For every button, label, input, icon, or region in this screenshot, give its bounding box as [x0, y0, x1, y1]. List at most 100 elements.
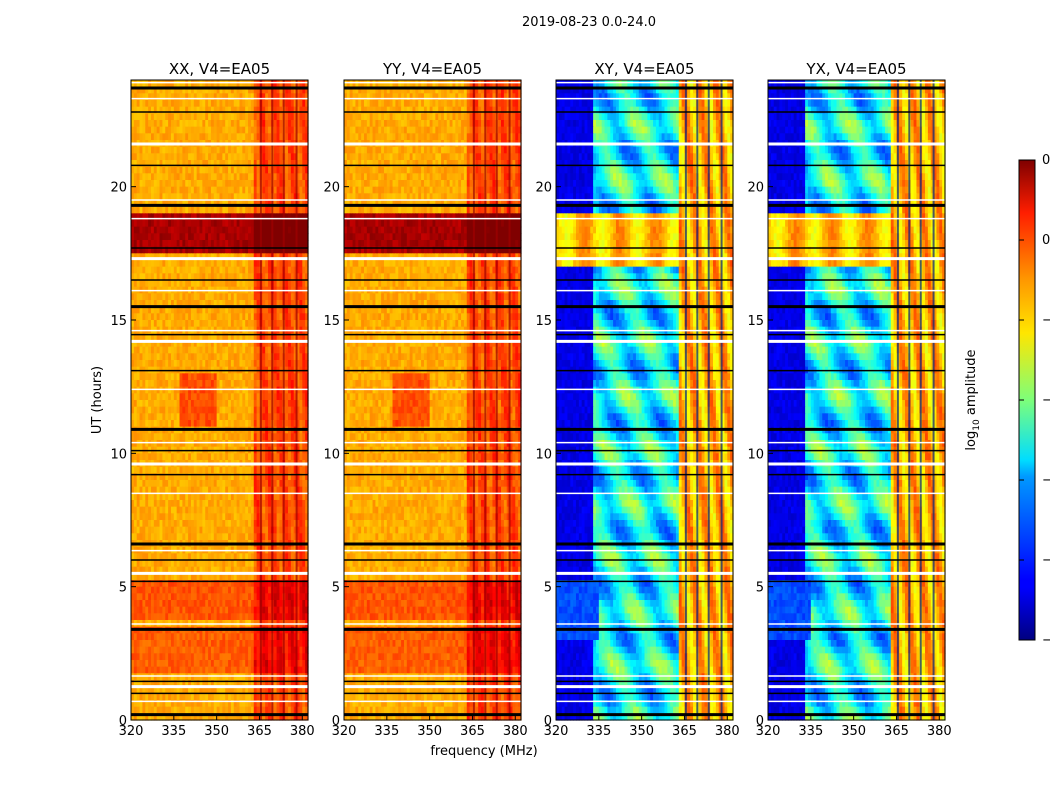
heatmap-cell [285, 220, 289, 228]
heatmap-cell [213, 173, 218, 181]
heatmap-cell [179, 133, 183, 141]
heatmap-cell [262, 360, 266, 368]
heatmap-cell [265, 120, 269, 128]
heatmap-cell [156, 466, 161, 474]
heatmap-cell [256, 193, 261, 201]
heatmap-cell [193, 340, 198, 348]
heatmap-cell [242, 360, 246, 368]
heatmap-cell [176, 386, 181, 394]
heatmap-cell [253, 386, 258, 394]
heatmap-cell [156, 273, 161, 281]
heatmap-cell [176, 120, 181, 128]
heatmap-cell [136, 200, 141, 208]
heatmap-cell [236, 313, 241, 321]
heatmap-cell [188, 453, 192, 461]
heatmap-cell [219, 193, 223, 201]
heatmap-cell [228, 200, 232, 208]
heatmap-cell [142, 300, 146, 308]
heatmap-cell [225, 506, 229, 514]
heatmap-cell [176, 106, 181, 114]
heatmap-cell [170, 106, 175, 114]
heatmap-cell [256, 380, 261, 388]
heatmap-cell [225, 280, 229, 288]
heatmap-cell [268, 160, 272, 168]
heatmap-cell [216, 333, 221, 341]
heatmap-cell [262, 193, 266, 201]
heatmap-cell [208, 320, 212, 328]
heatmap-cell [288, 393, 292, 401]
heatmap-cell [219, 213, 223, 221]
heatmap-cell [136, 393, 141, 401]
heatmap-cell [245, 413, 249, 421]
heatmap-cell [176, 126, 181, 134]
heatmap-cell [239, 380, 243, 388]
heatmap-cell [288, 106, 292, 114]
heatmap-cell [299, 500, 303, 508]
heatmap-cell [213, 153, 218, 161]
heatmap-cell [299, 466, 303, 474]
heatmap-cell [133, 220, 138, 228]
heatmap-cell [179, 186, 183, 194]
heatmap-cell [148, 493, 152, 501]
heatmap-cell [199, 193, 203, 201]
heatmap-cell [296, 266, 301, 274]
heatmap-cell [293, 386, 298, 394]
heatmap-cell [245, 153, 249, 161]
heatmap-cell [142, 193, 146, 201]
heatmap-cell [190, 246, 195, 254]
heatmap-cell [156, 240, 161, 248]
heatmap-cell [170, 413, 175, 421]
heatmap-cell [245, 440, 249, 448]
heatmap-cell [156, 80, 161, 88]
heatmap-cell [165, 100, 169, 108]
heatmap-cell [193, 373, 198, 381]
heatmap-cell [205, 513, 209, 521]
heatmap-cell [153, 213, 158, 221]
heatmap-cell [145, 333, 149, 341]
heatmap-cell [176, 180, 181, 188]
heatmap-cell [196, 240, 201, 248]
heatmap-cell [159, 220, 163, 228]
heatmap-cell [188, 126, 192, 134]
heatmap-cell [279, 273, 283, 281]
heatmap-cell [219, 466, 223, 474]
heatmap-cell [222, 160, 226, 168]
heatmap-cell [279, 313, 283, 321]
heatmap-cell [268, 346, 272, 354]
heatmap-cell [145, 80, 149, 88]
heatmap-cell [219, 253, 223, 261]
heatmap-cell [162, 273, 166, 281]
heatmap-cell [276, 106, 281, 114]
heatmap-cell [299, 306, 303, 314]
heatmap-cell [305, 506, 309, 514]
heatmap-cell [288, 333, 292, 341]
heatmap-cell [245, 213, 249, 221]
heatmap-cell [131, 480, 135, 488]
heatmap-cell [285, 100, 289, 108]
heatmap-cell [145, 86, 149, 94]
heatmap-cell [131, 173, 135, 181]
heatmap-cell [168, 440, 172, 448]
heatmap-cell [133, 346, 138, 354]
heatmap-cell [250, 466, 255, 474]
heatmap-cell [176, 406, 181, 414]
heatmap-cell [182, 146, 186, 154]
heatmap-cell [253, 133, 258, 141]
heatmap-cell [279, 293, 283, 301]
heatmap-cell [273, 333, 278, 341]
heatmap-cell [302, 173, 306, 181]
heatmap-cell [210, 360, 215, 368]
heatmap-cell [165, 506, 169, 514]
heatmap-cell [162, 93, 166, 101]
heatmap-cell [233, 246, 238, 254]
heatmap-cell [222, 253, 226, 261]
heatmap-cell [142, 473, 146, 481]
heatmap-cell [233, 166, 238, 174]
heatmap-cell [202, 220, 206, 228]
heatmap-cell [233, 206, 238, 214]
heatmap-cell [213, 213, 218, 221]
heatmap-cell [213, 100, 218, 108]
heatmap-cell [219, 133, 223, 141]
heatmap-cell [188, 420, 192, 428]
heatmap-cell [262, 273, 266, 281]
